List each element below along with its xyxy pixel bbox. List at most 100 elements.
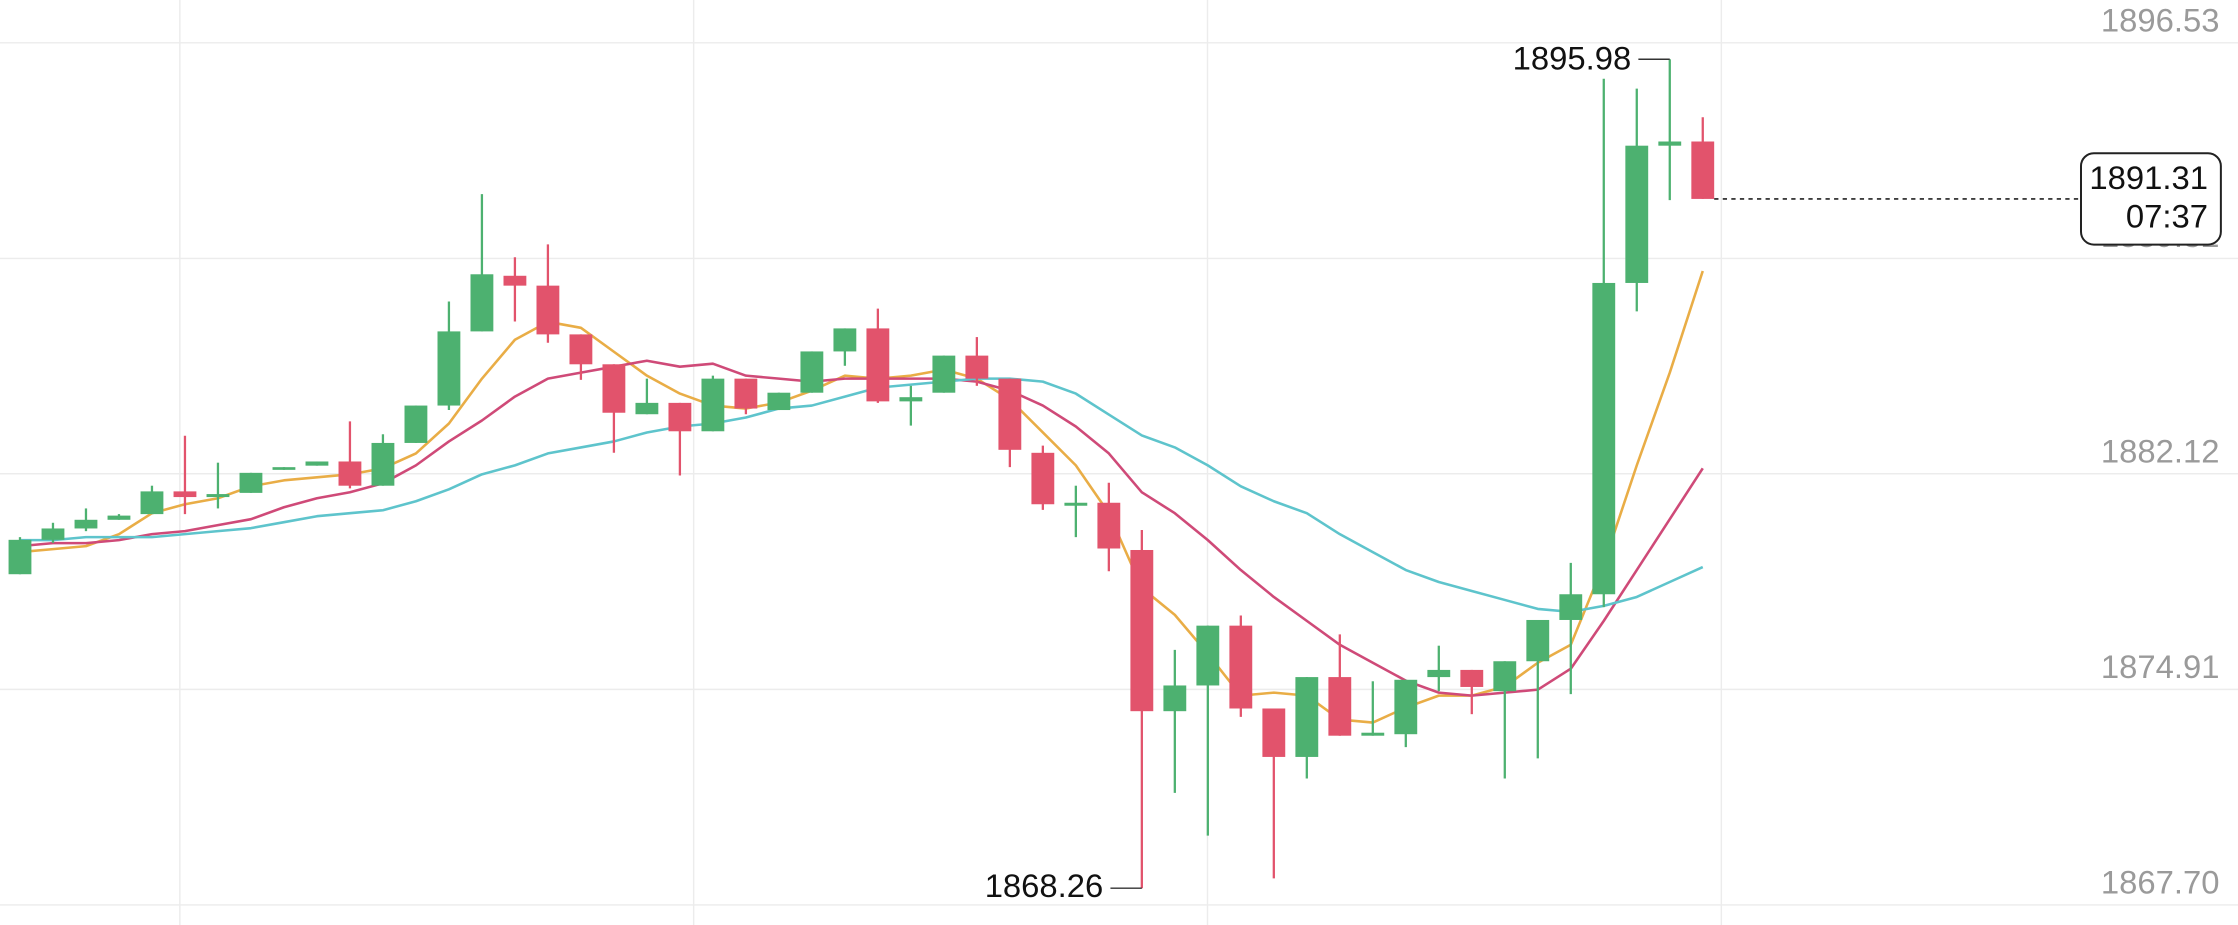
candle-body xyxy=(140,491,164,515)
y-tick-label: 1867.70 xyxy=(2101,864,2220,901)
candle xyxy=(1427,645,1451,692)
candle-body xyxy=(74,519,98,529)
candle xyxy=(932,355,956,393)
ma-line xyxy=(19,377,1704,614)
y-tick-label: 1896.53 xyxy=(2101,2,2220,39)
candle xyxy=(1163,649,1187,793)
candle xyxy=(1130,529,1154,889)
candle xyxy=(1658,59,1682,201)
candle-body xyxy=(866,328,890,402)
candle-body xyxy=(569,334,593,365)
candle-body xyxy=(635,402,659,415)
candle-body xyxy=(1163,685,1187,712)
candle-body xyxy=(1691,141,1715,199)
candle-body xyxy=(41,528,65,540)
candle-body xyxy=(1460,669,1484,687)
candle-body xyxy=(899,397,923,402)
candle xyxy=(371,434,395,486)
candle-body xyxy=(932,355,956,393)
candle xyxy=(833,328,857,366)
candle xyxy=(437,301,461,411)
candle-body xyxy=(1064,502,1088,506)
candle xyxy=(503,257,527,322)
candle xyxy=(404,405,428,443)
candle xyxy=(767,392,791,411)
candle-body xyxy=(1295,677,1319,757)
candle-body xyxy=(1262,708,1286,757)
candle xyxy=(635,378,659,415)
candle-body xyxy=(1031,452,1055,505)
candle xyxy=(1229,615,1253,717)
candle xyxy=(1262,708,1286,879)
annotations: 1895.98 1868.26 xyxy=(985,39,1670,904)
candle-body xyxy=(338,461,362,486)
candle-body xyxy=(1493,661,1517,692)
candle-body xyxy=(767,392,791,411)
candle xyxy=(569,334,593,380)
candle-body xyxy=(1361,732,1385,736)
ma-line xyxy=(19,359,1704,697)
candle xyxy=(470,194,494,332)
candle-body xyxy=(1328,677,1352,736)
candle xyxy=(206,462,230,509)
candle xyxy=(74,508,98,532)
y-tick-label: 1874.91 xyxy=(2101,648,2220,685)
candle-body xyxy=(1592,282,1616,595)
candle-body xyxy=(1130,549,1154,712)
candle-body xyxy=(503,275,527,286)
candle-body xyxy=(668,402,692,432)
y-tick-label: 1882.12 xyxy=(2101,432,2220,469)
candle-body xyxy=(1526,619,1550,662)
candle-body xyxy=(305,461,329,466)
high-label: 1895.98 xyxy=(1513,39,1632,76)
candle xyxy=(602,364,626,453)
candle-body xyxy=(8,539,32,575)
candle xyxy=(1526,619,1550,759)
candle xyxy=(536,244,560,343)
candle-body xyxy=(1196,625,1220,686)
candle xyxy=(998,378,1022,468)
candle-body xyxy=(1625,145,1649,283)
candle xyxy=(1625,88,1649,312)
candle-body xyxy=(107,515,131,520)
candle xyxy=(140,485,164,515)
candle xyxy=(272,467,296,470)
candle-body xyxy=(173,491,197,498)
candle xyxy=(1064,485,1088,538)
candle xyxy=(1295,677,1319,779)
candle-body xyxy=(1097,502,1121,549)
candle-body xyxy=(470,274,494,332)
candle-body xyxy=(437,331,461,406)
candle-body xyxy=(800,351,824,393)
low-label: 1868.26 xyxy=(985,867,1104,904)
candle xyxy=(305,461,329,466)
candle-body xyxy=(404,405,428,443)
candle xyxy=(107,514,131,520)
candle xyxy=(1097,482,1121,572)
candles xyxy=(8,59,1715,889)
candle xyxy=(1691,117,1715,199)
candle-body xyxy=(536,285,560,335)
candle xyxy=(1361,681,1385,736)
candle xyxy=(173,435,197,515)
candle xyxy=(800,351,824,393)
candle-body xyxy=(701,378,725,432)
candle-body xyxy=(1229,625,1253,709)
grid xyxy=(179,0,1723,925)
candle xyxy=(965,337,989,386)
candle xyxy=(1031,445,1055,510)
candle-body xyxy=(833,328,857,352)
candle-body xyxy=(1658,141,1682,146)
candle xyxy=(8,537,32,575)
candle xyxy=(701,375,725,432)
candle-body xyxy=(371,442,395,486)
candle-body xyxy=(998,378,1022,450)
candle-body xyxy=(239,472,263,493)
candle xyxy=(734,378,758,415)
candle-body xyxy=(1559,594,1583,620)
candle xyxy=(866,308,890,403)
candle xyxy=(1592,78,1616,608)
